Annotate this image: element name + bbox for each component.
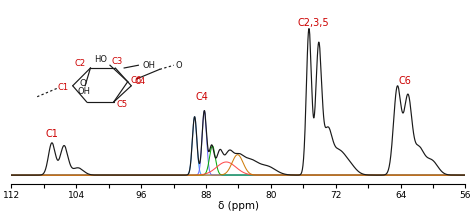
Text: C4: C4: [195, 92, 209, 102]
Text: C2,3,5: C2,3,5: [297, 18, 329, 28]
Text: C1: C1: [46, 129, 58, 139]
Text: C6: C6: [398, 76, 411, 86]
X-axis label: δ (ppm): δ (ppm): [218, 201, 259, 211]
